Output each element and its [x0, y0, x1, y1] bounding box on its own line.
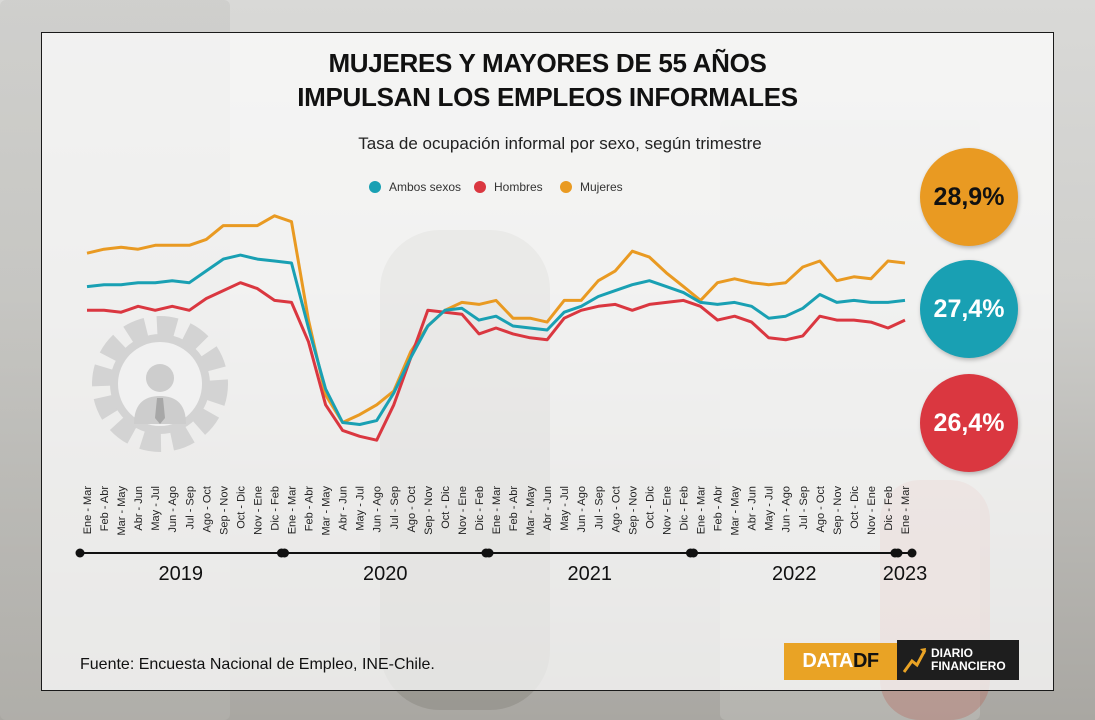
- x-tick-label: Nov - Ene: [252, 486, 264, 535]
- year-span-dot: [484, 548, 494, 558]
- year-label: 2023: [883, 563, 928, 585]
- logo-diario-line2: FINANCIERO: [931, 659, 1006, 673]
- x-tick-label: Ene - Mar: [82, 486, 94, 535]
- x-tick-label: Jun - Ago: [372, 486, 384, 532]
- x-tick-label: Jul - Sep: [389, 486, 401, 529]
- x-tick-label: Oct - Dic: [644, 486, 656, 529]
- bubble-mujeres: 28,9%: [920, 148, 1018, 246]
- x-tick-label: Abr - Jun: [747, 486, 759, 531]
- chart-title: MUJERES Y MAYORES DE 55 AÑOS IMPULSAN LO…: [0, 46, 1095, 114]
- x-tick-label: Dic - Feb: [474, 486, 486, 531]
- legend-label: Ambos sexos: [389, 180, 461, 194]
- x-tick-label: Dic - Feb: [270, 486, 282, 531]
- x-tick-label: Feb - Abr: [99, 486, 111, 532]
- x-tick-label: Jun - Ago: [576, 486, 588, 532]
- logo-data-text: DATA: [802, 650, 853, 672]
- x-tick-label: Mar - May: [321, 486, 333, 536]
- x-tick-label: Jun - Ago: [781, 486, 793, 532]
- x-tick-label: Ene - Mar: [287, 486, 299, 535]
- x-tick-label: Nov - Ene: [457, 486, 469, 535]
- x-tick-label: Ago - Oct: [406, 486, 418, 532]
- legend-marker: [369, 181, 381, 193]
- title-line-2: IMPULSAN LOS EMPLEOS INFORMALES: [297, 82, 798, 112]
- x-tick-label: Jul - Sep: [798, 486, 810, 529]
- legend: Ambos sexos Hombres Mujeres: [369, 180, 623, 194]
- year-span-dot: [75, 548, 85, 558]
- year-span-dot: [893, 548, 903, 558]
- year-span-dot: [907, 548, 917, 558]
- chart-subtitle: Tasa de ocupación informal por sexo, seg…: [358, 134, 762, 153]
- x-tick-label: Jul - Sep: [593, 486, 605, 529]
- series-line-ambos-sexos: [86, 253, 906, 426]
- x-tick-label: Mar - May: [116, 486, 128, 536]
- x-tick-label: Ago - Oct: [610, 486, 622, 532]
- year-span-dot: [689, 548, 698, 558]
- x-tick-label: Sep - Nov: [423, 486, 435, 535]
- datadf-logo: DATA DF: [784, 643, 897, 680]
- x-tick-label: Oct - Dic: [235, 486, 247, 529]
- x-tick-label: May - Jul: [559, 486, 571, 531]
- x-tick-label: Jul - Sep: [184, 486, 196, 529]
- year-label: 2020: [363, 563, 408, 585]
- x-tick-label: Feb - Abr: [713, 486, 725, 532]
- legend-marker: [560, 181, 572, 193]
- worker-gear-icon: [92, 316, 228, 452]
- x-tick-label: Ene - Mar: [491, 486, 503, 535]
- x-tick-label: Nov - Ene: [661, 486, 673, 535]
- x-tick-label: Dic - Feb: [679, 486, 691, 531]
- x-tick-label: Jun - Ago: [167, 486, 179, 532]
- x-tick-label: Dic - Feb: [883, 486, 895, 531]
- year-timeline: 2019 2020 2021 2022 2023: [75, 548, 928, 585]
- x-tick-label: Abr - Jun: [133, 486, 145, 531]
- series-lines: [86, 214, 906, 442]
- x-tick-label: Oct - Dic: [849, 486, 861, 529]
- x-tick-label: Ago - Oct: [201, 486, 213, 532]
- x-tick-label: Oct - Dic: [440, 486, 452, 529]
- legend-label: Mujeres: [580, 180, 623, 194]
- year-label: 2019: [158, 563, 203, 585]
- legend-label: Hombres: [494, 180, 543, 194]
- title-line-1: MUJERES Y MAYORES DE 55 AÑOS: [328, 48, 767, 78]
- x-tick-label: Mar - May: [525, 486, 537, 536]
- trend-arrow-icon: [903, 648, 927, 673]
- x-tick-label: Nov - Ene: [866, 486, 878, 535]
- x-tick-label: Sep - Nov: [218, 486, 230, 535]
- year-span-dot: [280, 548, 289, 558]
- logo-df-text: DF: [852, 650, 879, 672]
- x-tick-label: Abr - Jun: [338, 486, 350, 531]
- x-tick-label: Ene - Mar: [696, 486, 708, 535]
- diario-financiero-logo: DIARIO FINANCIERO: [897, 640, 1019, 680]
- year-label: 2022: [772, 563, 817, 585]
- x-tick-label: Feb - Abr: [304, 486, 316, 532]
- x-tick-label: Sep - Nov: [832, 486, 844, 535]
- series-line-mujeres: [86, 214, 906, 424]
- bubble-ambos-sexos: 27,4%: [920, 260, 1018, 358]
- x-tick-label: Abr - Jun: [542, 486, 554, 531]
- legend-marker: [474, 181, 486, 193]
- x-axis-tick-labels: Ene - Mar Feb - Abr Mar - May Abr - Jun May …: [82, 486, 912, 536]
- logo-diario-line1: DIARIO: [931, 646, 973, 660]
- x-tick-label: Sep - Nov: [627, 486, 639, 535]
- source-note: Fuente: Encuesta Nacional de Empleo, INE…: [80, 656, 435, 673]
- x-tick-label: Ago - Oct: [815, 486, 827, 532]
- bubble-hombres: 26,4%: [920, 374, 1018, 472]
- x-tick-label: Ene - Mar: [900, 486, 912, 535]
- x-tick-label: May - Jul: [150, 486, 162, 531]
- series-line-hombres: [87, 281, 906, 442]
- x-tick-label: Mar - May: [730, 486, 742, 536]
- year-label: 2021: [567, 563, 612, 585]
- x-tick-label: May - Jul: [764, 486, 776, 531]
- x-tick-label: May - Jul: [355, 486, 367, 531]
- x-tick-label: Feb - Abr: [508, 486, 520, 532]
